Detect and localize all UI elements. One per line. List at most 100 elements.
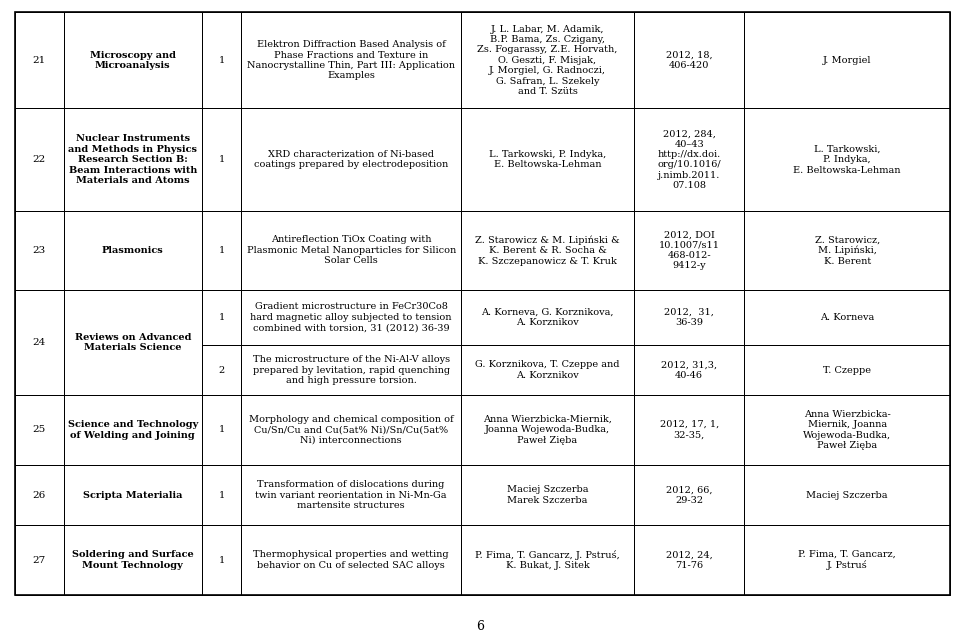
Text: 22: 22 — [33, 156, 46, 164]
Text: 24: 24 — [33, 338, 46, 347]
Text: Nuclear Instruments
and Methods in Physics
Research Section B:
Beam Interactions: Nuclear Instruments and Methods in Physi… — [68, 134, 198, 185]
Bar — [202, 12, 241, 108]
Text: Z. Starowicz,
M. Lipiński,
K. Berent: Z. Starowicz, M. Lipiński, K. Berent — [814, 235, 879, 266]
Text: Z. Starowicz & M. Lipiński &
K. Berent & R. Socha &
K. Szczepanowicz & T. Kruk: Z. Starowicz & M. Lipiński & K. Berent &… — [475, 236, 620, 266]
Bar — [241, 395, 461, 465]
Text: 1: 1 — [219, 246, 225, 255]
Bar — [744, 465, 950, 525]
Bar — [15, 211, 63, 290]
Bar — [15, 290, 63, 395]
Text: Gradient microstructure in FeCr30Co8
hard magnetic alloy subjected to tension
co: Gradient microstructure in FeCr30Co8 har… — [251, 303, 452, 332]
Bar — [202, 211, 241, 290]
Bar — [202, 345, 241, 395]
Text: 1: 1 — [219, 156, 225, 164]
Text: Science and Technology
of Welding and Joining: Science and Technology of Welding and Jo… — [68, 420, 198, 440]
Text: Transformation of dislocations during
twin variant reorientation in Ni-Mn-Ga
mar: Transformation of dislocations during tw… — [255, 480, 447, 510]
Text: 1: 1 — [219, 313, 225, 322]
Bar — [63, 395, 202, 465]
Text: Morphology and chemical composition of
Cu/Sn/Cu and Cu(5at% Ni)/Sn/Cu(5at%
Ni) i: Morphology and chemical composition of C… — [249, 415, 453, 445]
Bar — [744, 345, 950, 395]
Text: Plasmonics: Plasmonics — [102, 246, 164, 255]
Bar — [634, 345, 744, 395]
Bar — [63, 108, 202, 211]
Text: Maciej Szczerba: Maciej Szczerba — [806, 490, 888, 499]
Bar — [15, 108, 63, 211]
Text: J. L. Labar, M. Adamik,
B.P. Bama, Zs. Czigany,
Zs. Fogarassy, Z.E. Horvath,
O. : J. L. Labar, M. Adamik, B.P. Bama, Zs. C… — [477, 24, 617, 96]
Text: L. Tarkowski, P. Indyka,
E. Beltowska-Lehman: L. Tarkowski, P. Indyka, E. Beltowska-Le… — [489, 150, 606, 170]
Text: Maciej Szczerba
Marek Szczerba: Maciej Szczerba Marek Szczerba — [507, 485, 588, 505]
Text: Antireflection TiOx Coating with
Plasmonic Metal Nanoparticles for Silicon
Solar: Antireflection TiOx Coating with Plasmon… — [247, 236, 456, 265]
Bar — [461, 211, 634, 290]
Bar — [461, 108, 634, 211]
Bar — [63, 465, 202, 525]
Bar — [241, 290, 461, 345]
Bar — [744, 211, 950, 290]
Text: 2012, 18,
406-420: 2012, 18, 406-420 — [666, 51, 712, 70]
Text: 1: 1 — [219, 56, 225, 65]
Text: Soldering and Surface
Mount Technology: Soldering and Surface Mount Technology — [72, 550, 194, 570]
Text: 1: 1 — [219, 426, 225, 435]
Text: P. Fima, T. Gancarz, J. Pstruś,
K. Bukat, J. Sitek: P. Fima, T. Gancarz, J. Pstruś, K. Bukat… — [475, 550, 620, 570]
Bar — [202, 525, 241, 595]
Bar — [634, 525, 744, 595]
Bar — [15, 395, 63, 465]
Text: Microscopy and
Microanalysis: Microscopy and Microanalysis — [90, 51, 176, 70]
Bar — [744, 290, 950, 345]
Bar — [461, 345, 634, 395]
Text: 27: 27 — [33, 556, 46, 564]
Bar — [202, 465, 241, 525]
Text: Elektron Diffraction Based Analysis of
Phase Fractions and Texture in
Nanocrysta: Elektron Diffraction Based Analysis of P… — [247, 40, 455, 80]
Bar — [461, 395, 634, 465]
Bar — [15, 525, 63, 595]
Bar — [202, 108, 241, 211]
Text: A. Korneva, G. Korznikova,
A. Korznikov: A. Korneva, G. Korznikova, A. Korznikov — [481, 308, 613, 327]
Text: J. Morgiel: J. Morgiel — [823, 56, 872, 65]
Bar — [63, 211, 202, 290]
Text: 1: 1 — [219, 556, 225, 564]
Bar — [461, 290, 634, 345]
Text: Anna Wierzbicka-
Miernik, Joanna
Wojewoda-Budka,
Paweł Zięba: Anna Wierzbicka- Miernik, Joanna Wojewod… — [804, 410, 891, 450]
Text: T. Czeppe: T. Czeppe — [823, 365, 871, 374]
Text: 25: 25 — [33, 426, 46, 435]
Bar — [634, 290, 744, 345]
Bar — [241, 12, 461, 108]
Text: XRD characterization of Ni-based
coatings prepared by electrodeposition: XRD characterization of Ni-based coating… — [254, 150, 448, 170]
Text: 6: 6 — [476, 620, 484, 632]
Bar — [461, 465, 634, 525]
Bar — [634, 12, 744, 108]
Text: A. Korneva: A. Korneva — [820, 313, 875, 322]
Bar — [241, 525, 461, 595]
Bar — [744, 525, 950, 595]
Bar — [461, 12, 634, 108]
Bar — [634, 465, 744, 525]
Bar — [63, 12, 202, 108]
Bar — [241, 345, 461, 395]
Bar — [634, 108, 744, 211]
Bar — [744, 108, 950, 211]
Bar — [15, 12, 63, 108]
Text: Thermophysical properties and wetting
behavior on Cu of selected SAC alloys: Thermophysical properties and wetting be… — [253, 550, 449, 570]
Text: G. Korznikova, T. Czeppe and
A. Korznikov: G. Korznikova, T. Czeppe and A. Korzniko… — [475, 360, 620, 380]
Bar — [634, 395, 744, 465]
Text: Scripta Materialia: Scripta Materialia — [84, 490, 182, 499]
Bar — [744, 395, 950, 465]
Bar — [744, 12, 950, 108]
Bar — [202, 395, 241, 465]
Bar — [241, 108, 461, 211]
Bar — [241, 465, 461, 525]
Bar — [461, 525, 634, 595]
Text: 2012, DOI
10.1007/s11
468-012-
9412-y: 2012, DOI 10.1007/s11 468-012- 9412-y — [659, 230, 720, 271]
Text: 2012,  31,
36-39: 2012, 31, 36-39 — [664, 308, 714, 327]
Text: P. Fima, T. Gancarz,
J. Pstruś: P. Fima, T. Gancarz, J. Pstruś — [799, 550, 896, 570]
Text: 2: 2 — [219, 365, 225, 374]
Text: 1: 1 — [219, 490, 225, 499]
Text: 2012, 66,
29-32: 2012, 66, 29-32 — [666, 485, 712, 505]
Bar — [241, 211, 461, 290]
Text: 23: 23 — [33, 246, 46, 255]
Text: The microstructure of the Ni-Al-V alloys
prepared by levitation, rapid quenching: The microstructure of the Ni-Al-V alloys… — [252, 355, 449, 385]
Text: Anna Wierzbicka-Miernik,
Joanna Wojewoda-Budka,
Paweł Zięba: Anna Wierzbicka-Miernik, Joanna Wojewoda… — [483, 415, 612, 445]
Text: 2012, 284,
40–43
http://dx.doi.
org/10.1016/
j.nimb.2011.
07.108: 2012, 284, 40–43 http://dx.doi. org/10.1… — [658, 129, 721, 190]
Bar — [63, 525, 202, 595]
Bar — [634, 211, 744, 290]
Text: 2012, 24,
71-76: 2012, 24, 71-76 — [666, 550, 712, 570]
